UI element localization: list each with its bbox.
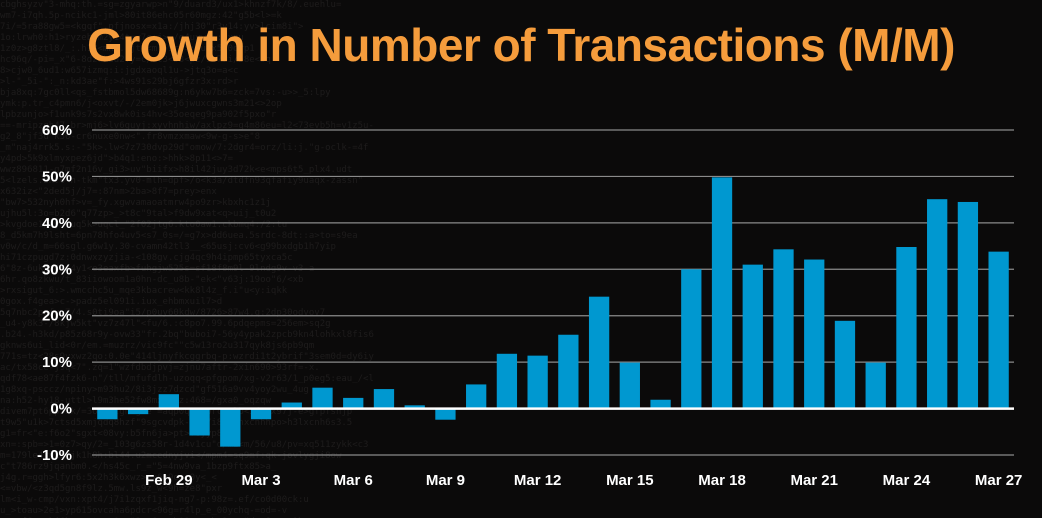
x-tick-label: Mar 21 — [790, 472, 838, 489]
bar — [588, 296, 610, 409]
x-tick-label: Mar 9 — [426, 472, 465, 489]
bar — [619, 362, 640, 409]
bar — [97, 408, 118, 420]
bar — [343, 397, 364, 409]
bar — [527, 355, 548, 409]
x-tick-label: Mar 6 — [334, 472, 373, 489]
bar — [834, 320, 856, 409]
y-axis-tick-labels: -10% 0% 10% 20% 30% 40% 50% 60% — [37, 122, 72, 464]
bar — [957, 201, 979, 409]
y-tick-label: 20% — [42, 308, 72, 325]
bar — [189, 408, 210, 436]
bar — [773, 249, 794, 409]
y-tick-label: 50% — [42, 168, 72, 185]
bar — [404, 405, 425, 409]
chart-title: Growth in Number of Transactions (M/M) — [87, 19, 955, 71]
x-axis-tick-labels: Feb 29 Mar 3 Mar 6 Mar 9 Mar 12 Mar 15 Mar 18 M… — [145, 472, 1022, 489]
bar — [496, 353, 518, 409]
bars — [97, 177, 1009, 447]
gridlines — [92, 129, 1014, 456]
bar — [558, 334, 579, 409]
y-tick-label: 60% — [42, 122, 72, 139]
y-tick-label: 40% — [42, 215, 72, 232]
bar — [158, 394, 179, 409]
bar — [742, 264, 763, 409]
bar — [250, 408, 272, 420]
x-tick-label: Feb 29 — [145, 472, 193, 489]
bar — [681, 269, 702, 409]
bar — [466, 384, 487, 409]
bar — [988, 251, 1009, 409]
bar — [220, 408, 241, 447]
bar — [711, 177, 733, 409]
x-tick-label: Mar 18 — [698, 472, 746, 489]
bar — [373, 389, 395, 409]
bar — [804, 259, 825, 409]
x-tick-label: Mar 24 — [883, 472, 931, 489]
bar — [281, 402, 302, 409]
y-tick-label: 0% — [50, 401, 72, 418]
y-tick-label: 30% — [42, 261, 72, 278]
y-tick-label: 10% — [42, 354, 72, 371]
bar — [435, 408, 456, 420]
bar — [127, 408, 149, 415]
x-tick-label: Mar 3 — [241, 472, 280, 489]
bar — [312, 387, 333, 409]
x-tick-label: Mar 15 — [606, 472, 654, 489]
bar — [865, 362, 886, 409]
x-tick-label: Mar 27 — [975, 472, 1023, 489]
bar — [927, 199, 948, 409]
bar — [650, 399, 671, 409]
bar — [896, 247, 917, 409]
x-tick-label: Mar 12 — [514, 472, 562, 489]
y-tick-label: -10% — [37, 447, 72, 464]
